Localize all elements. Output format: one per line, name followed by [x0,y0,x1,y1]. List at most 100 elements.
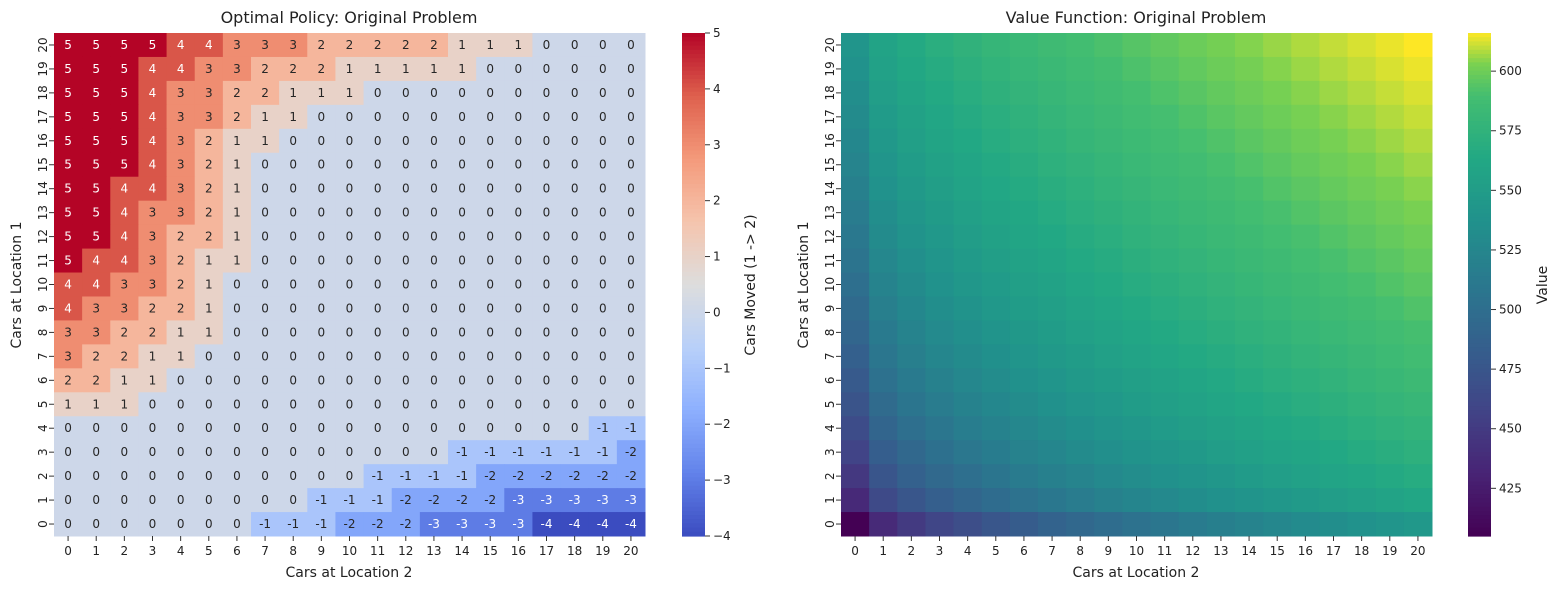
value-cell [1319,33,1349,58]
policy-cell [110,200,139,226]
policy-cell-label: 0 [289,469,297,483]
value-colorbar-segment [1468,368,1491,374]
policy-cell-label: 0 [430,301,438,315]
policy-colorbar-segment [682,322,705,328]
policy-cell-label: -1 [344,493,356,507]
value-cell [1178,440,1208,465]
policy-cell-label: 0 [92,517,100,531]
policy-y-tick-label: 10 [36,277,50,292]
policy-colorbar-segment [682,116,705,122]
policy-cell [504,200,533,226]
value-y-tick-label: 0 [823,520,837,528]
value-cell [1263,368,1292,393]
policy-cell [504,176,533,202]
value-colorbar-segment [1468,292,1491,298]
policy-cell [504,128,533,154]
policy-cell-label: -2 [484,493,496,507]
policy-colorbar-label: Cars Moved (1 -> 2) [743,214,759,355]
policy-cell-label: 5 [64,86,72,100]
value-cell [1319,224,1349,250]
policy-cell [194,128,224,154]
policy-cell [82,33,111,58]
value-cell [1066,152,1095,178]
policy-cell [222,416,252,441]
value-cell [1403,248,1433,274]
policy-cell-label: 0 [627,325,635,339]
policy-cell [166,344,196,369]
policy-cell-label: 0 [374,230,382,244]
policy-x-tick-label: 0 [64,544,72,558]
policy-cell [194,368,224,393]
value-cell [1150,128,1180,154]
policy-cell-label: 0 [149,517,157,531]
policy-cell [194,296,224,321]
policy-y-tick-label: 4 [36,424,50,432]
policy-cell [138,416,168,441]
value-cell [1291,488,1320,513]
policy-cell [476,272,505,297]
policy-cell-label: 0 [177,421,185,435]
policy-cell-label: 0 [346,278,354,292]
policy-cell [532,296,562,321]
policy-cell-label: 0 [515,182,523,196]
policy-cell-label: 0 [92,445,100,459]
policy-cell-label: 0 [289,134,297,148]
policy-cell [504,488,533,513]
policy-cell [279,128,308,154]
policy-y-tick-label: 2 [36,472,50,480]
policy-cell-label: 0 [177,469,185,483]
value-cell [1291,152,1320,178]
value-cell [1094,248,1123,274]
value-colorbar-segment [1468,393,1491,399]
value-cell [1263,464,1292,489]
policy-cell-label: 5 [121,110,129,124]
policy-cell [419,464,449,489]
policy-cell-label: 0 [543,301,551,315]
policy-cell-label: -1 [287,517,299,531]
value-colorbar-segment [1468,179,1491,185]
policy-cell [616,152,646,178]
value-colorbar-segment [1468,108,1491,114]
value-cell [1347,488,1377,513]
policy-cell [335,440,365,465]
policy-cell [532,80,562,106]
policy-cell-label: 0 [402,86,410,100]
value-cell [897,56,926,82]
value-colorbar-tick-label: 450 [1499,422,1522,436]
value-cell [1206,248,1236,274]
policy-cell-label: 0 [515,158,523,172]
value-cell [1235,272,1264,297]
policy-cell-label: 1 [346,86,354,100]
policy-cell-label: 0 [486,230,494,244]
policy-colorbar-segment [682,435,705,441]
value-cell [1235,392,1264,417]
policy-cell [307,488,336,513]
value-cell [1178,128,1208,154]
value-cell [1094,344,1123,369]
policy-cell-label: 4 [177,62,185,76]
policy-colorbar-segment [682,37,705,42]
policy-cell-label: 2 [402,38,410,52]
policy-cell [504,248,533,274]
value-cell [1347,440,1377,465]
value-colorbar-segment [1468,183,1491,189]
value-cell [1150,176,1180,202]
policy-cell [363,33,393,58]
policy-cell-label: 0 [627,349,635,363]
value-cell [1206,296,1236,321]
policy-cell [532,320,562,345]
policy-colorbar-segment [682,255,705,260]
value-cell [841,344,870,369]
policy-cell-label: 0 [543,62,551,76]
policy-cell [616,416,646,441]
value-colorbar-segment [1468,422,1491,428]
value-cell [1347,128,1377,154]
policy-cell-label: 0 [289,254,297,268]
policy-cell [419,200,449,226]
value-cell [981,176,1011,202]
policy-colorbar-segment [682,393,705,399]
value-cell [1403,272,1433,297]
value-cell [841,416,870,441]
value-cell [981,248,1011,274]
policy-colorbar-segment [682,318,705,323]
